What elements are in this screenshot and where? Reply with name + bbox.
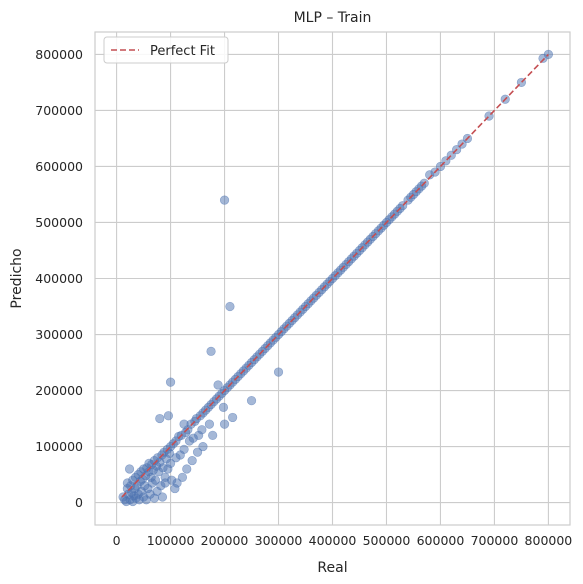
data-point — [157, 492, 168, 502]
plot-area-frame — [94, 31, 571, 526]
data-point — [219, 419, 230, 429]
data-point — [228, 412, 238, 423]
y-tick-label: 300000 — [35, 327, 83, 342]
data-point — [124, 464, 135, 474]
x-tick-label: 400000 — [309, 533, 357, 548]
legend-box — [103, 36, 229, 64]
y-tick-label: 100000 — [35, 439, 83, 454]
data-point — [208, 430, 218, 440]
y-axis-ticks: 0 100000 200000 300000 400000 500000 600000 700… — [35, 47, 83, 510]
x-tick-label: 0 — [113, 533, 121, 548]
data-point — [273, 367, 284, 377]
x-tick-label: 300000 — [255, 533, 303, 548]
y-tick-label: 800000 — [35, 47, 83, 62]
data-point — [246, 396, 257, 406]
data-point — [165, 377, 176, 387]
x-tick-label: 500000 — [363, 533, 411, 548]
data-point — [198, 441, 208, 452]
x-tick-label: 200000 — [201, 533, 249, 548]
data-points — [118, 49, 554, 507]
data-point — [225, 301, 235, 312]
data-point — [204, 419, 215, 429]
data-point — [165, 458, 176, 468]
x-tick-label: 700000 — [471, 533, 519, 548]
y-tick-label: 500000 — [35, 215, 83, 230]
data-point — [155, 413, 165, 424]
y-tick-label: 200000 — [35, 383, 83, 398]
data-point — [177, 472, 188, 482]
data-point — [192, 447, 203, 457]
data-point — [219, 195, 230, 205]
data-point — [218, 402, 229, 412]
data-point — [206, 346, 216, 356]
data-point — [172, 478, 182, 488]
data-point — [187, 455, 197, 466]
data-point — [179, 444, 189, 454]
perfect-fit-line — [121, 53, 549, 498]
y-tick-label: 0 — [75, 495, 83, 510]
data-point — [150, 475, 161, 485]
legend-label: Perfect Fit — [150, 44, 215, 59]
y-tick-label: 400000 — [35, 271, 83, 286]
y-axis-label: Predicho — [9, 248, 25, 308]
data-point — [197, 425, 207, 435]
data-point — [213, 380, 223, 390]
x-tick-label: 800000 — [525, 533, 573, 548]
y-tick-label: 700000 — [35, 103, 83, 118]
x-tick-label: 100000 — [147, 533, 195, 548]
legend: Perfect Fit — [103, 36, 229, 64]
data-point — [182, 464, 192, 474]
x-axis-label: Real — [317, 560, 347, 576]
x-axis-ticks: 0 100000 200000 300000 400000 500000 600000 700… — [113, 533, 573, 548]
x-tick-label: 600000 — [417, 533, 465, 548]
data-point — [163, 411, 174, 421]
y-tick-label: 600000 — [35, 159, 83, 174]
chart-title: MLP – Train — [294, 10, 372, 26]
